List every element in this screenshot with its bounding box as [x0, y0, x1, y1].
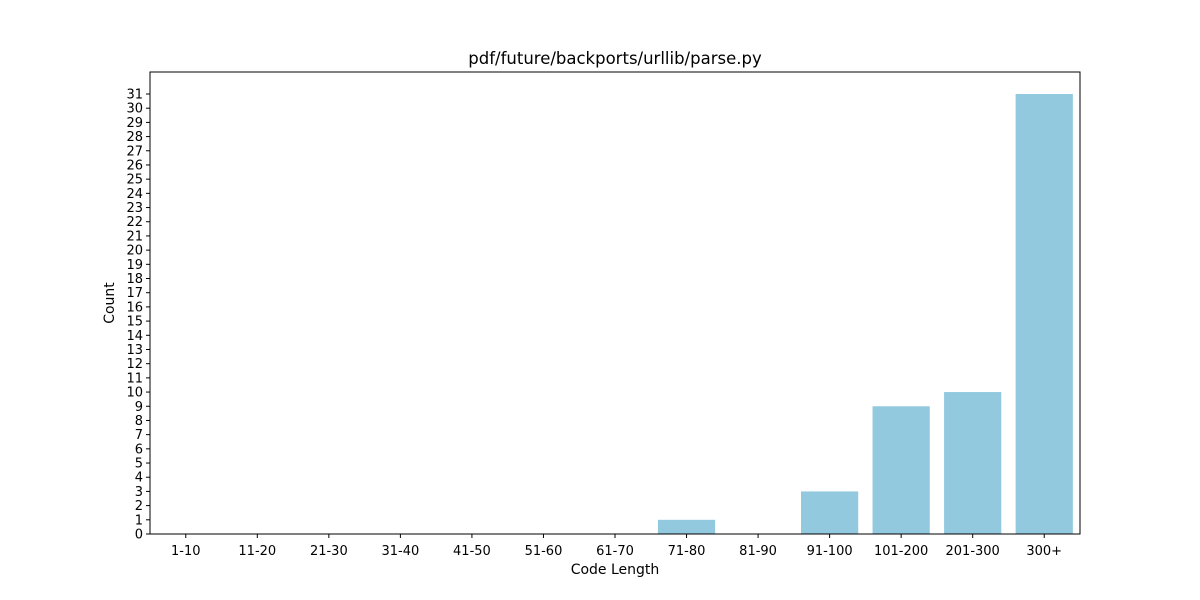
chart-title: pdf/future/backports/urllib/parse.py	[468, 49, 762, 68]
y-tick-label: 30	[126, 102, 143, 117]
y-tick-label: 1	[135, 513, 143, 528]
y-tick-label: 2	[135, 499, 143, 514]
x-tick-label: 41-50	[453, 544, 491, 559]
y-axis-title: Count	[102, 282, 118, 324]
y-tick-label: 13	[126, 343, 143, 358]
y-tick-label: 28	[126, 130, 143, 145]
x-tick-label: 101-200	[874, 544, 928, 559]
bar-201-300	[944, 392, 1002, 534]
bars-group	[657, 94, 1073, 534]
y-tick-label: 15	[126, 315, 143, 330]
y-tick-label: 8	[135, 414, 143, 429]
y-tick-label: 27	[126, 144, 143, 159]
x-tick-label: 51-60	[525, 544, 563, 559]
x-tick-label: 1-10	[171, 544, 201, 559]
x-tick-label: 201-300	[946, 544, 1000, 559]
y-tick-label: 11	[126, 371, 143, 386]
plot-frame	[149, 71, 1081, 535]
x-axis-title: Code Length	[571, 562, 660, 578]
x-tick-label: 61-70	[596, 544, 634, 559]
y-tick-label: 22	[126, 215, 143, 230]
y-tick-label: 14	[126, 329, 143, 344]
y-tick-label: 31	[126, 88, 143, 103]
x-axis-ticks: 1-10 11-20 21-30 31-40 41-50 51-60 61-70 71-80 8…	[171, 534, 1062, 559]
x-tick-label: 31-40	[381, 544, 419, 559]
x-tick-label: 81-90	[739, 544, 777, 559]
y-tick-label: 5	[135, 457, 143, 472]
bar-91-100	[801, 491, 859, 534]
y-tick-label: 9	[135, 400, 143, 415]
bar-101-200	[872, 406, 930, 534]
y-tick-label: 25	[126, 173, 143, 188]
y-axis-ticks: 0123456789101112131415161718192021222324…	[126, 88, 150, 543]
y-tick-label: 24	[126, 187, 143, 202]
y-tick-label: 7	[135, 428, 143, 443]
y-tick-label: 6	[135, 442, 143, 457]
y-tick-label: 10	[126, 386, 143, 401]
y-tick-label: 4	[135, 471, 143, 486]
x-tick-label: 21-30	[310, 544, 348, 559]
bar-71-80	[657, 519, 716, 534]
y-tick-label: 29	[126, 116, 143, 131]
y-tick-label: 0	[135, 528, 143, 543]
y-tick-label: 26	[126, 158, 143, 173]
x-tick-label: 91-100	[807, 544, 853, 559]
y-tick-label: 3	[135, 485, 143, 500]
y-tick-label: 20	[126, 244, 143, 259]
y-tick-label: 23	[126, 201, 143, 216]
bar-300+	[1015, 94, 1073, 534]
y-tick-label: 12	[126, 357, 143, 372]
x-tick-label: 11-20	[238, 544, 276, 559]
y-tick-label: 16	[126, 300, 143, 315]
y-tick-label: 18	[126, 272, 143, 287]
y-tick-label: 17	[126, 286, 143, 301]
x-tick-label: 71-80	[668, 544, 706, 559]
x-tick-label: 300+	[1026, 544, 1062, 559]
y-tick-label: 21	[126, 229, 143, 244]
y-tick-label: 19	[126, 258, 143, 273]
